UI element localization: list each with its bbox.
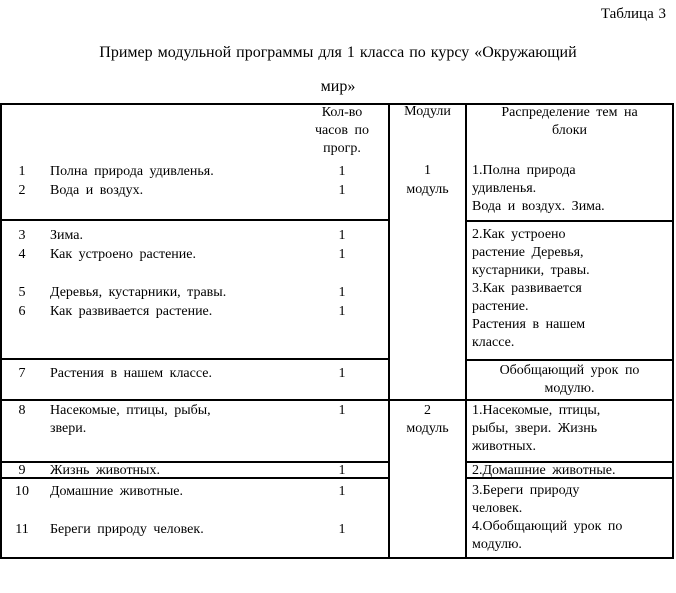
row-hours: 1 bbox=[338, 247, 346, 262]
table-rule-right-1 bbox=[465, 220, 674, 222]
row-number: 11 bbox=[15, 522, 29, 537]
row-number: 4 bbox=[18, 247, 26, 262]
row-topic: Растения в нашем классе. bbox=[50, 366, 212, 381]
left-band-6: 10 Домашние животные. 1 11 Береги природ… bbox=[0, 482, 388, 539]
left-band-4: 8 Насекомые, птицы, рыбы, звери. 1 bbox=[0, 402, 388, 438]
row-topic: Домашние животные. bbox=[50, 484, 183, 499]
module-1-label: модуль bbox=[406, 182, 449, 197]
block-cell-module2-part3: 3.Береги природу человек. 4.Обобщающий у… bbox=[472, 483, 623, 552]
row-topic: Как устроено растение. bbox=[50, 247, 197, 262]
table-row: 6 Как развивается растение. 1 bbox=[0, 302, 388, 321]
block-cell-module2-part1: 1.Насекомые, птицы, рыбы, звери. Жизнь ж… bbox=[472, 403, 601, 454]
row-topic: Деревья, кустарники, травы. bbox=[50, 285, 227, 300]
document-title: Пример модульной программы для 1 класса … bbox=[0, 36, 676, 104]
table-row: 8 Насекомые, птицы, рыбы, звери. 1 bbox=[0, 402, 388, 438]
table-divider-hours-modules bbox=[388, 103, 390, 559]
module-2-number: 2 bbox=[424, 403, 431, 418]
table-rule-right-4 bbox=[465, 477, 674, 479]
column-header-hours: Кол-во часов по прогр. bbox=[314, 105, 370, 156]
block-cell-module1-part2: 2.Как устроено растение Деревья, кустарн… bbox=[472, 227, 590, 350]
row-hours: 1 bbox=[338, 228, 346, 243]
row-topic: Полна природа удивленья. bbox=[50, 164, 214, 179]
left-band-5: 9 Жизнь животных. 1 bbox=[0, 463, 388, 478]
block-cell-module1-part1: 1.Полна природа удивленья. Вода и воздух… bbox=[472, 163, 605, 214]
row-topic: Насекомые, птицы, рыбы, звери. bbox=[50, 403, 211, 436]
row-hours: 1 bbox=[338, 522, 346, 537]
row-number: 10 bbox=[15, 484, 29, 499]
document-title-line1: Пример модульной программы для 1 класса … bbox=[99, 44, 577, 61]
table-border-top bbox=[0, 103, 674, 105]
row-number: 5 bbox=[18, 285, 26, 300]
table-row: 3 Зима. 1 bbox=[0, 226, 388, 245]
row-hours: 1 bbox=[338, 285, 346, 300]
table-rule-right-3 bbox=[465, 461, 674, 463]
table-border-bottom bbox=[0, 557, 674, 559]
table-rule-full-mid bbox=[0, 399, 674, 401]
table-row: 2 Вода и воздух. 1 bbox=[0, 181, 388, 200]
column-header-blocks: Распределение тем на блоки bbox=[501, 105, 638, 138]
table-row: 11 Береги природу человек. 1 bbox=[0, 520, 388, 539]
table-border-right bbox=[672, 103, 674, 559]
column-header-modules: Модули bbox=[404, 104, 451, 119]
document-title-line2: мир» bbox=[320, 78, 356, 95]
module-cell-2: 2 модуль bbox=[390, 402, 465, 438]
table-border-left bbox=[0, 103, 2, 559]
block-cell-module1-summary: Обобщающий урок по модулю. bbox=[499, 363, 640, 396]
row-number: 6 bbox=[18, 304, 26, 319]
row-hours: 1 bbox=[338, 484, 346, 499]
row-hours: 1 bbox=[338, 304, 346, 319]
row-topic: Вода и воздух. bbox=[50, 183, 144, 198]
row-hours: 1 bbox=[338, 463, 346, 478]
row-number: 2 bbox=[18, 183, 26, 198]
table-rule-left-4 bbox=[0, 477, 390, 479]
table-rule-left-2 bbox=[0, 358, 390, 360]
row-topic: Зима. bbox=[50, 228, 83, 243]
program-table: Кол-во часов по прогр. Модули 1 модуль 2… bbox=[0, 103, 676, 559]
row-number: 8 bbox=[18, 403, 26, 418]
row-gap bbox=[0, 501, 388, 520]
table-row: 9 Жизнь животных. 1 bbox=[0, 463, 388, 478]
table-row: 1 Полна природа удивленья. 1 bbox=[0, 162, 388, 181]
block-cell-module2-part2: 2.Домашние животные. bbox=[472, 463, 616, 478]
table-row: 4 Как устроено растение. 1 bbox=[0, 245, 388, 264]
left-band-3: 7 Растения в нашем классе. 1 bbox=[0, 365, 388, 383]
row-number: 7 bbox=[18, 366, 26, 381]
row-hours: 1 bbox=[338, 164, 346, 179]
row-topic: Как развивается растение. bbox=[50, 304, 213, 319]
module-2-label: модуль bbox=[406, 421, 449, 436]
table-row: 10 Домашние животные. 1 bbox=[0, 482, 388, 501]
row-number: 9 bbox=[18, 463, 26, 478]
row-hours: 1 bbox=[338, 403, 346, 418]
row-number: 1 bbox=[18, 164, 26, 179]
row-hours: 1 bbox=[338, 183, 346, 198]
table-rule-left-3 bbox=[0, 461, 390, 463]
module-cell-1: 1 модуль bbox=[390, 161, 465, 199]
row-hours: 1 bbox=[338, 366, 346, 381]
table-row: 5 Деревья, кустарники, травы. 1 bbox=[0, 283, 388, 302]
row-number: 3 bbox=[18, 228, 26, 243]
row-gap bbox=[0, 264, 388, 283]
row-topic: Жизнь животных. bbox=[50, 463, 160, 478]
table-rule-left-1 bbox=[0, 219, 390, 221]
table-caption-number: Таблица 3 bbox=[600, 6, 666, 22]
left-band-2: 3 Зима. 1 4 Как устроено растение. 1 5 Д… bbox=[0, 226, 388, 321]
table-divider-modules-blocks bbox=[465, 103, 467, 559]
row-topic: Береги природу человек. bbox=[50, 522, 204, 537]
left-band-1: 1 Полна природа удивленья. 1 2 Вода и во… bbox=[0, 162, 388, 200]
table-rule-right-2 bbox=[465, 359, 674, 361]
module-1-number: 1 bbox=[424, 163, 431, 178]
table-row: 7 Растения в нашем классе. 1 bbox=[0, 365, 388, 383]
